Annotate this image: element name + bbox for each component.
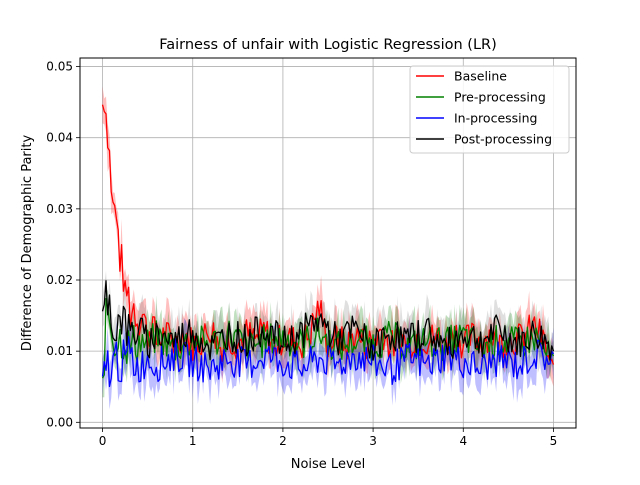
tick-layer: 0 1 2 3 4 5 0.00 0.01 0.02 0.03 0.04 0.05	[46, 60, 557, 448]
series-line	[101, 335, 555, 388]
legend-box	[409, 65, 570, 154]
x-tick-label: 2	[279, 434, 287, 448]
legend-label: In-processing	[454, 111, 537, 126]
y-tick-label: 0.02	[46, 273, 73, 287]
x-tick-label: 0	[99, 434, 107, 448]
x-tick-label: 5	[550, 434, 558, 448]
plot-frame	[79, 57, 577, 429]
y-tick-label: 0.01	[46, 344, 73, 358]
series-line	[101, 280, 555, 361]
x-tick-label: 4	[459, 434, 467, 448]
y-axis-label: Difference of Demographic Parity	[20, 135, 35, 352]
x-axis-label: Noise Level	[291, 457, 366, 472]
legend-label: Post-processing	[454, 132, 552, 147]
y-tick-label: 0.04	[46, 131, 73, 145]
x-tick-label: 3	[369, 434, 377, 448]
y-tick-label: 0.00	[46, 415, 73, 429]
y-tick-label: 0.03	[46, 202, 73, 216]
noise-band	[102, 288, 554, 398]
noise-band	[102, 317, 554, 410]
series-layer	[101, 104, 555, 388]
legend: Baseline Pre-processing In-processing Post-…	[409, 65, 570, 154]
y-tick-label: 0.05	[46, 60, 73, 74]
x-tick-label: 1	[189, 434, 197, 448]
chart-title: Fairness of unfair with Logistic Regress…	[159, 37, 497, 53]
legend-label: Pre-processing	[454, 90, 546, 105]
legend-label: Baseline	[454, 69, 507, 84]
